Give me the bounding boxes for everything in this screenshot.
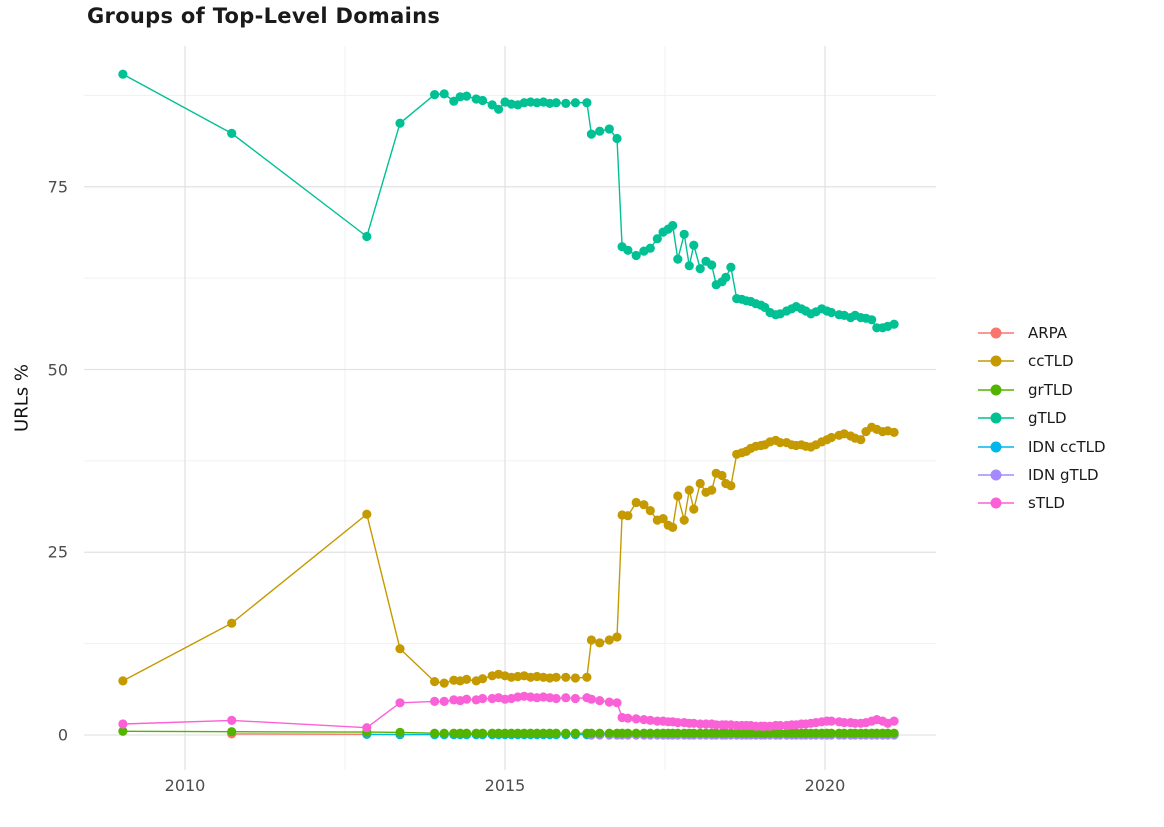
y-tick-label: 75 bbox=[47, 177, 68, 197]
legend-item-grtld: grTLD bbox=[977, 376, 1073, 404]
series-arpa bbox=[227, 729, 372, 739]
legend-swatch-icon bbox=[978, 412, 1014, 424]
y-tick-label: 50 bbox=[47, 360, 68, 379]
legend-item-label: gTLD bbox=[1028, 409, 1067, 428]
legend-item-label: IDN ccTLD bbox=[1028, 437, 1106, 456]
series-grtld bbox=[118, 726, 899, 738]
x-tick-label: 2020 bbox=[804, 776, 846, 795]
legend-item-label: sTLD bbox=[1028, 494, 1065, 513]
legend-swatch-icon bbox=[978, 327, 1014, 339]
series-points-gtld bbox=[118, 69, 899, 333]
legend-swatch-icon bbox=[978, 441, 1014, 453]
legend-item-cctld: ccTLD bbox=[977, 347, 1074, 375]
series-stld bbox=[118, 691, 899, 733]
legend-item-label: ccTLD bbox=[1028, 352, 1074, 371]
gridlines bbox=[84, 46, 936, 770]
series-points-stld bbox=[118, 691, 899, 733]
legend-swatch-icon bbox=[978, 355, 1014, 367]
y-tick-label: 0 bbox=[57, 725, 68, 745]
y-tick-label: 25 bbox=[47, 542, 68, 562]
legend-item-idn-gtld: IDN gTLD bbox=[977, 461, 1099, 489]
chart-title: Groups of Top-Level Domains bbox=[87, 4, 441, 28]
legend-item-arpa: ARPA bbox=[977, 319, 1067, 347]
series-cctld bbox=[118, 422, 899, 688]
x-tick-label: 2010 bbox=[164, 776, 206, 795]
x-tick-label: 2015 bbox=[484, 776, 526, 795]
series-gtld bbox=[118, 69, 899, 333]
series-points-grtld bbox=[118, 726, 899, 738]
legend-item-label: grTLD bbox=[1028, 380, 1073, 399]
legend-item-stld: sTLD bbox=[977, 489, 1065, 517]
legend-item-label: ARPA bbox=[1028, 324, 1068, 342]
legend-item-gtld: gTLD bbox=[977, 404, 1067, 432]
y-axis-title: URLs % bbox=[11, 364, 33, 432]
legend-item-label: IDN gTLD bbox=[1028, 466, 1099, 484]
series-points-cctld bbox=[118, 422, 899, 688]
legend-swatch-icon bbox=[978, 497, 1014, 509]
legend-swatch-icon bbox=[978, 469, 1014, 481]
legend-item-idn-cctld: IDN ccTLD bbox=[977, 433, 1106, 461]
legend-swatch-icon bbox=[978, 384, 1014, 396]
